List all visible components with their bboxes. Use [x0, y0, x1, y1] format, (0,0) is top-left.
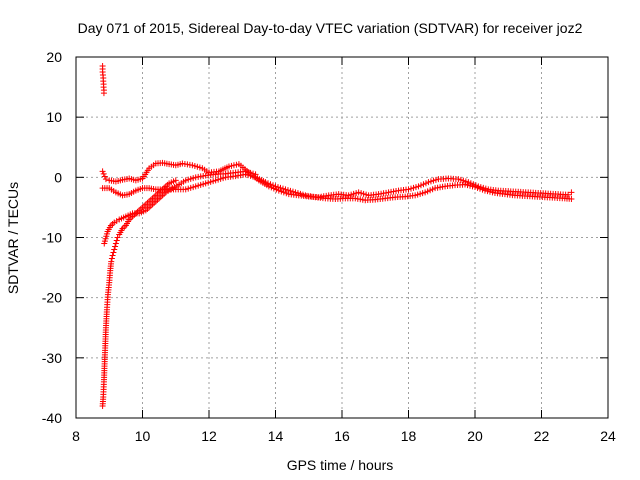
data-point [100, 90, 107, 97]
x-tick-labels: 8 10 12 14 16 18 20 22 24 [72, 428, 616, 444]
axis-ticks [75, 56, 609, 419]
data-point [102, 176, 109, 183]
data-point [112, 240, 119, 247]
data-point [114, 234, 121, 241]
y-tick-label: -10 [42, 230, 62, 246]
data-point [100, 170, 107, 177]
data-point [109, 252, 116, 259]
data-point [108, 258, 115, 265]
data-point [172, 177, 179, 184]
y-tick-label: -40 [42, 410, 62, 426]
x-tick-label: 10 [135, 428, 151, 444]
x-tick-label: 14 [268, 428, 284, 444]
data-point [108, 255, 115, 262]
data-point [568, 189, 575, 196]
data-point [110, 249, 117, 256]
x-tick-label: 12 [201, 428, 217, 444]
y-tick-label: -20 [42, 290, 62, 306]
data-point [565, 191, 572, 198]
x-tick-label: 24 [600, 428, 616, 444]
chart-title: Day 071 of 2015, Sidereal Day-to-day VTE… [78, 20, 583, 36]
x-tick-label: 22 [534, 428, 550, 444]
y-tick-labels: -40 -30 -20 -10 0 10 20 [42, 49, 62, 426]
x-tick-label: 18 [401, 428, 417, 444]
data-point [111, 246, 118, 253]
x-tick-label: 20 [467, 428, 483, 444]
y-tick-label: 0 [54, 169, 62, 185]
data-point [112, 243, 119, 250]
data-point [101, 173, 108, 180]
x-tick-label: 16 [334, 428, 350, 444]
grid-lines [76, 57, 608, 418]
data-point [252, 171, 259, 178]
data-point [113, 237, 120, 244]
data-points [99, 63, 575, 409]
x-axis-label: GPS time / hours [287, 457, 394, 473]
x-tick-label: 8 [72, 428, 80, 444]
y-tick-label: -30 [42, 350, 62, 366]
data-point [568, 195, 575, 202]
y-tick-label: 10 [46, 109, 62, 125]
data-point [99, 168, 106, 175]
y-tick-label: 20 [46, 49, 62, 65]
y-axis-label: SDTVAR / TECUs [5, 182, 21, 294]
